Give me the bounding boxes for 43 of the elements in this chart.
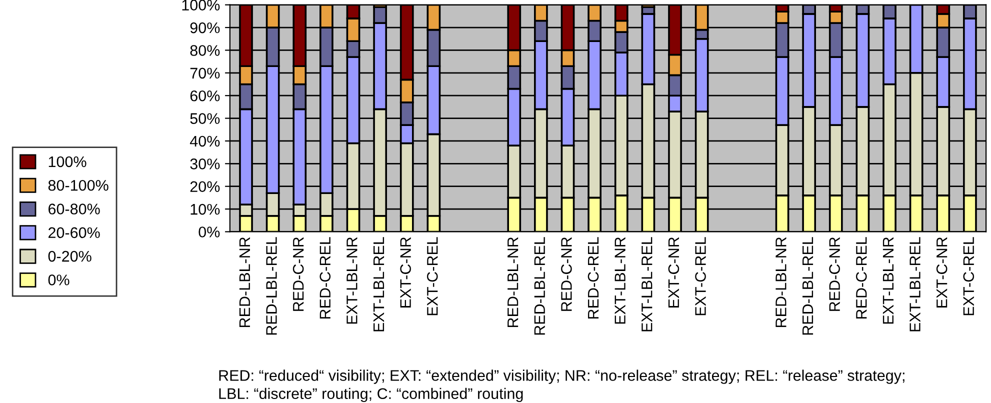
y-tick-label: 20%: [190, 181, 220, 192]
x-tick-label: RED-C-REL: [320, 237, 331, 319]
x-tick-label: EXT-LBL-REL: [374, 237, 384, 332]
x-tick-label: EXT-C-NR: [668, 237, 680, 308]
x-tick-label: EXT-C-REL: [963, 237, 974, 316]
y-tick-label: 100%: [182, 0, 220, 11]
y-tick-label: 50%: [190, 113, 220, 124]
legend-label: 0-20%: [48, 250, 92, 262]
y-tick-label: 30%: [190, 158, 220, 170]
x-tick-label: RED-LBL-NR: [508, 237, 518, 328]
x-tick-label: EXT-C-NR: [936, 237, 948, 308]
y-tick-label: 0%: [198, 226, 220, 238]
y-tick-label: 40%: [190, 136, 220, 147]
x-tick-label: EXT-LBL-NR: [882, 237, 894, 324]
y-tick-label: 80%: [190, 45, 220, 56]
x-tick-label: RED-C-NR: [292, 237, 304, 311]
legend-label: 0%: [48, 274, 70, 286]
legend-label: 80-100%: [48, 180, 108, 191]
x-tick-label: RED-LBL-NR: [239, 237, 250, 328]
x-tick-label: RED-LBL-REL: [802, 237, 814, 335]
x-tick-label: RED-LBL-REL: [534, 237, 545, 335]
legend-label: 20-60%: [48, 227, 100, 238]
x-tick-label: EXT-LBL-NR: [346, 237, 358, 324]
x-tick-label: RED-C-NR: [829, 237, 840, 311]
x-tick-label: EXT-C-NR: [400, 237, 411, 308]
x-tick-label: RED-C-NR: [561, 237, 572, 311]
x-tick-label: RED-LBL-REL: [266, 237, 277, 335]
x-tick-label: EXT-C-REL: [426, 237, 438, 316]
y-tick-label: 60%: [190, 90, 220, 102]
legend-label: 100%: [48, 156, 86, 168]
x-tick-label: RED-C-REL: [856, 237, 867, 319]
text: LBL: “discrete” routing; C: “combined” routing: [219, 388, 523, 402]
y-tick-label: 70%: [190, 68, 220, 79]
x-tick-label: EXT-LBL-NR: [614, 237, 626, 324]
x-tick-label: RED-C-REL: [588, 237, 599, 319]
x-tick-label: EXT-C-REL: [695, 237, 706, 316]
x-tick-label: RED-LBL-NR: [776, 237, 786, 328]
x-tick-label: EXT-LBL-REL: [910, 237, 920, 332]
legend-label: 60-80%: [48, 204, 100, 214]
x-tick-label: EXT-LBL-REL: [642, 237, 652, 332]
text: RED: “reduced“ visibility; EXT: “extended” visibility; NR: “no-release” strategy; REL: “release” strategy;: [219, 370, 904, 384]
y-tick-label: 90%: [190, 22, 220, 34]
y-tick-label: 10%: [190, 204, 220, 215]
